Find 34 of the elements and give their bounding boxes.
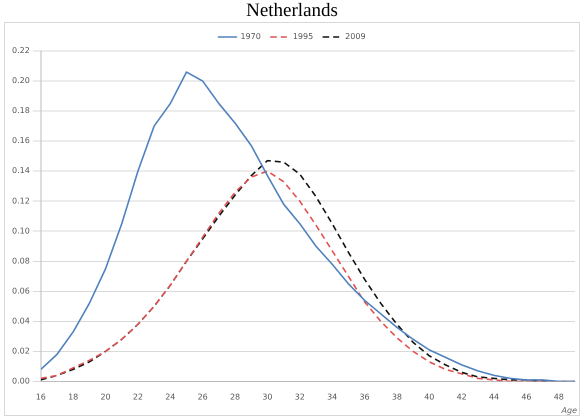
x-tick-label: 44 [488,392,500,402]
y-tick-label: 0.22 [12,46,30,56]
x-tick-label: 34 [327,392,338,402]
y-tick-label: 0.06 [12,286,30,296]
y-tick-label: 0.18 [12,106,30,116]
x-tick-label: 30 [262,392,273,402]
x-tick-label: 46 [521,392,532,402]
y-tick-label: 0.02 [12,346,30,356]
x-tick-label: 16 [36,392,46,402]
x-tick-label: 22 [132,392,144,402]
y-tick-label: 0.04 [12,316,30,326]
x-tick-label: 38 [392,392,402,402]
x-tick-label: 48 [554,392,564,402]
y-tick-label: 0.14 [12,166,30,176]
legend-label: 1970 [240,32,261,42]
y-tick-label: 0.08 [12,256,30,266]
y-tick-label: 0.20 [12,76,30,86]
legend-label: 1995 [292,32,314,42]
x-tick-label: 42 [456,392,467,402]
x-tick-label: 26 [198,392,208,402]
chart-title: Netherlands [245,0,339,22]
y-tick-label: 0.00 [12,376,30,386]
x-tick-label: 36 [359,392,370,402]
x-tick-label: 18 [68,392,78,402]
x-tick-label: 28 [230,392,240,402]
y-tick-label: 0.10 [12,226,30,236]
y-tick-label: 0.12 [12,196,30,206]
x-tick-label: 32 [294,392,305,402]
x-tick-label: 24 [165,392,176,402]
legend-label: 2009 [345,32,366,42]
x-axis-title: Age [560,406,578,416]
x-tick-label: 20 [100,392,111,402]
y-tick-label: 0.16 [12,136,30,146]
x-tick-label: 40 [424,392,434,402]
